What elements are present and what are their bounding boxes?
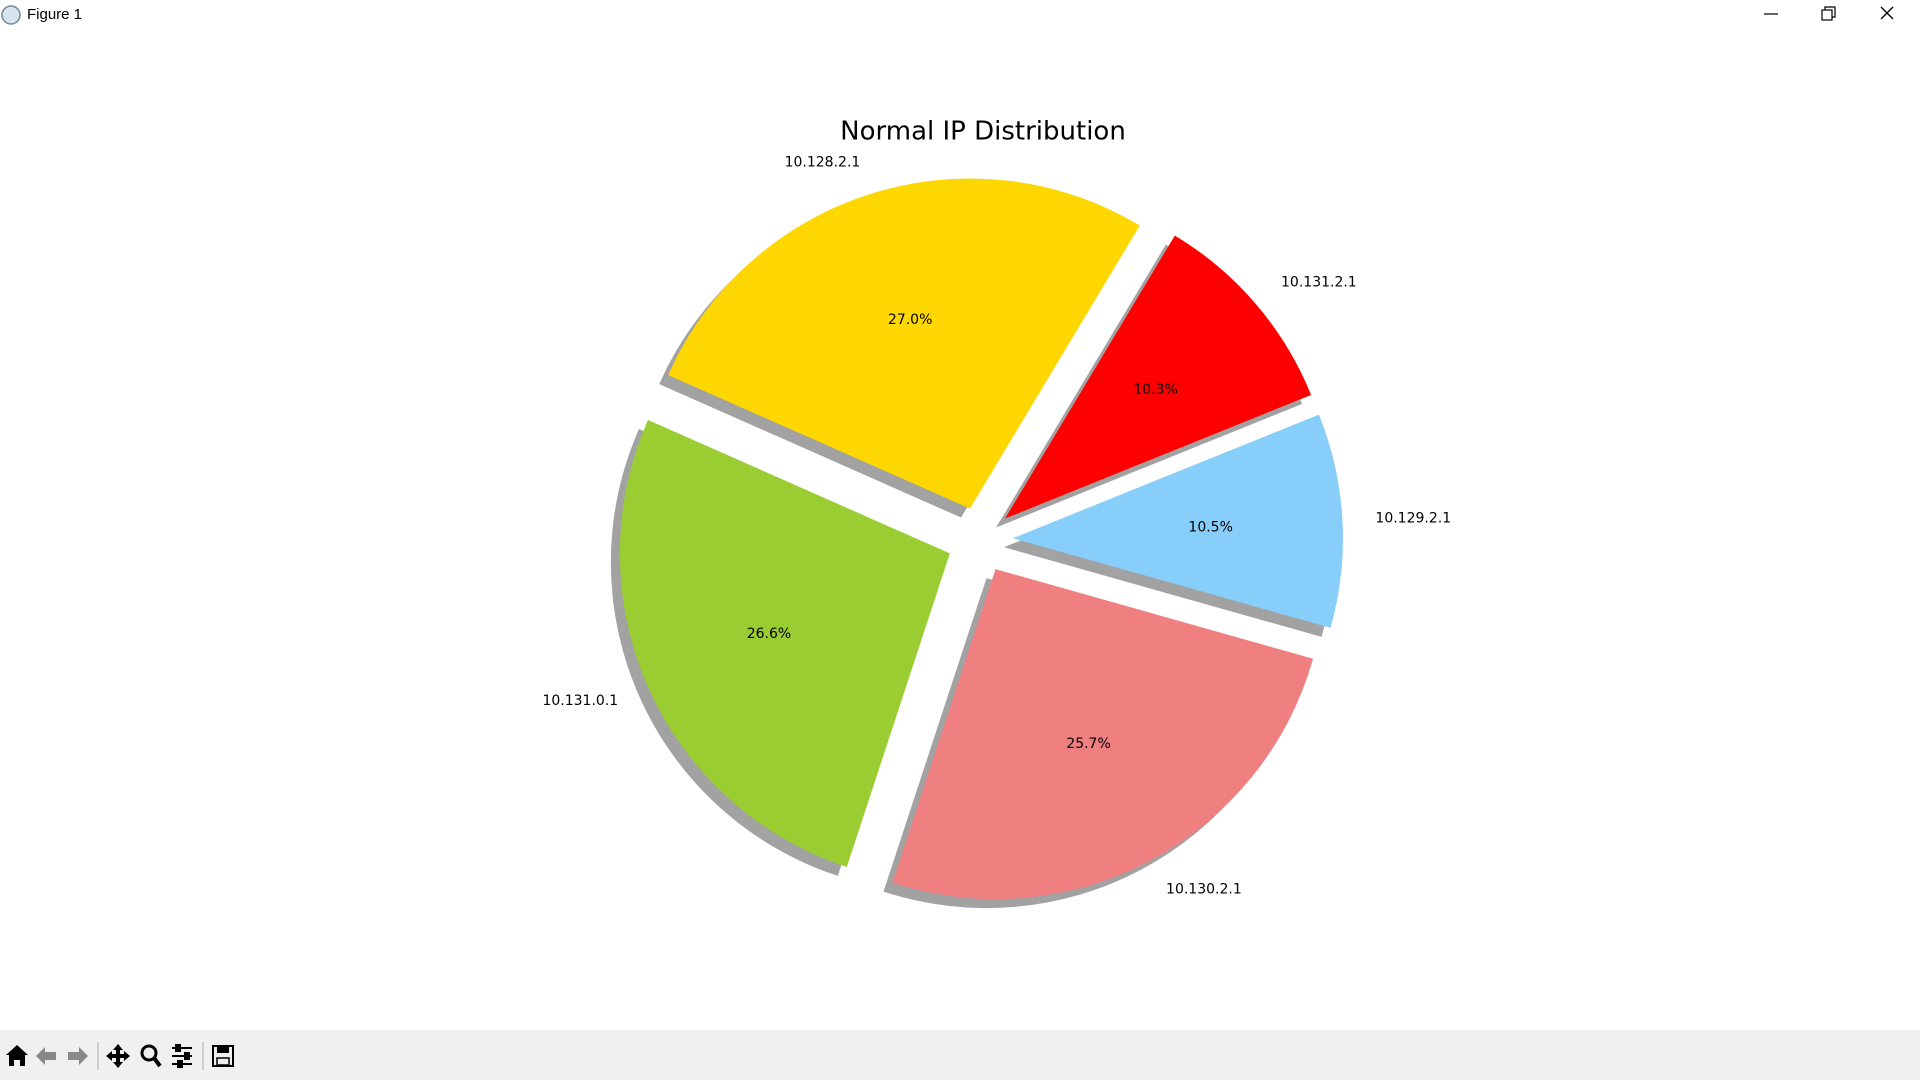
slice-label: 10.128.2.1 bbox=[785, 155, 861, 171]
toolbar-buttons bbox=[6, 1042, 234, 1070]
close-button[interactable] bbox=[1880, 6, 1894, 20]
slice bbox=[1005, 235, 1312, 519]
slice bbox=[1012, 414, 1343, 628]
save-button[interactable] bbox=[212, 1045, 234, 1067]
pan-button[interactable] bbox=[106, 1044, 130, 1068]
slice bbox=[619, 419, 950, 867]
percent-label: 10.3% bbox=[1133, 382, 1177, 398]
title-bar bbox=[0, 0, 1920, 38]
percent-label: 25.7% bbox=[1066, 736, 1110, 752]
slice-label: 10.130.2.1 bbox=[1166, 882, 1242, 898]
app-icon bbox=[1, 5, 21, 25]
home-button[interactable] bbox=[6, 1045, 28, 1066]
chart-title: Normal IP Distribution bbox=[840, 117, 1126, 147]
pie: 10.131.2.1 10.3% 10.128.2.1 27.0% 10.131.0.1… bbox=[542, 155, 1451, 909]
restore-button[interactable] bbox=[1821, 6, 1836, 21]
zoom-button[interactable] bbox=[140, 1044, 162, 1068]
percent-label: 27.0% bbox=[888, 312, 932, 328]
configure-button[interactable] bbox=[172, 1044, 192, 1068]
slice bbox=[892, 569, 1314, 900]
window-title: Figure 1 bbox=[27, 6, 82, 23]
slice-label: 10.131.2.1 bbox=[1281, 275, 1357, 291]
slice-label: 10.129.2.1 bbox=[1375, 510, 1451, 526]
percent-label: 10.5% bbox=[1188, 519, 1232, 535]
forward-button[interactable] bbox=[68, 1047, 88, 1065]
toolbar bbox=[0, 1030, 1920, 1080]
percent-label: 26.6% bbox=[747, 626, 791, 642]
slice-label: 10.131.0.1 bbox=[542, 693, 618, 709]
back-button[interactable] bbox=[36, 1047, 56, 1065]
slice bbox=[668, 178, 1140, 509]
